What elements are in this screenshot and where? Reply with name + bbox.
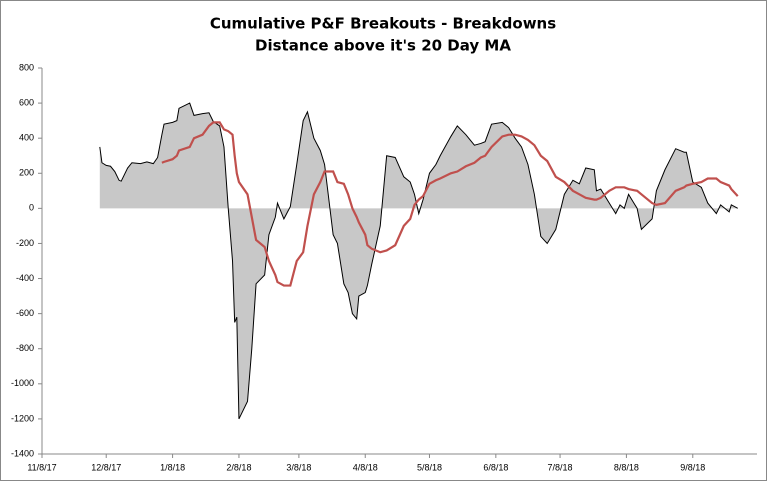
x-tick-label: 2/8/18 xyxy=(226,462,251,472)
y-tick-label: 800 xyxy=(19,62,34,72)
x-tick-label: 11/8/17 xyxy=(27,462,56,472)
chart-title: Cumulative P&F Breakouts - Breakdowns xyxy=(210,15,556,33)
area-line xyxy=(99,102,738,420)
area-fill xyxy=(99,103,738,419)
x-tick-label: 4/8/18 xyxy=(353,462,378,472)
x-tick-label: 6/8/18 xyxy=(483,462,508,472)
chart-subtitle: Distance above it's 20 Day MA xyxy=(255,37,511,55)
y-tick-label: -1400 xyxy=(11,448,34,458)
y-tick-label: -600 xyxy=(16,308,34,318)
x-tick-label: 1/8/18 xyxy=(160,462,185,472)
x-tick-label: 9/8/18 xyxy=(680,462,705,472)
y-tick-label: -1000 xyxy=(11,378,34,388)
x-tick-label: 8/8/18 xyxy=(614,462,639,472)
x-tick-label: 12/8/17 xyxy=(91,462,121,472)
y-tick-label: 400 xyxy=(19,133,34,143)
y-tick-label: -400 xyxy=(16,273,34,283)
y-tick-label: -200 xyxy=(16,238,34,248)
y-tick-label: 0 xyxy=(29,203,34,213)
x-tick-label: 5/8/18 xyxy=(417,462,442,472)
x-tick-label: 3/8/18 xyxy=(286,462,311,472)
y-tick-label: 200 xyxy=(19,168,34,178)
y-tick-label: -1200 xyxy=(11,413,34,423)
y-tick-label: 600 xyxy=(19,97,34,107)
y-tick-label: -800 xyxy=(16,343,34,353)
ma-line xyxy=(161,121,739,287)
x-tick-label: 7/8/18 xyxy=(548,462,573,472)
